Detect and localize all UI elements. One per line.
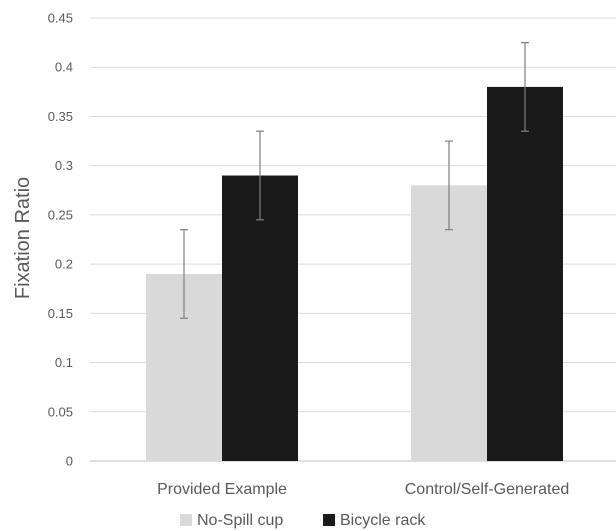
- y-tick-label: 0.25: [48, 207, 73, 222]
- y-tick-label: 0.2: [55, 257, 73, 272]
- legend-label: Bicycle rack: [340, 512, 426, 529]
- legend: No-Spill cup Bicycle rack: [180, 512, 426, 529]
- y-axis-title: Fixation Ratio: [12, 177, 34, 299]
- y-tick-label: 0.15: [48, 306, 73, 321]
- bars: [146, 86, 563, 462]
- x-category-label: Provided Example: [157, 481, 287, 498]
- x-axis-category-labels: Provided Example Control/Self-Generated: [157, 481, 569, 498]
- legend-swatch: [323, 514, 335, 526]
- legend-swatch: [180, 514, 192, 526]
- bar: [487, 86, 563, 462]
- y-axis-tick-labels: 0 0.05 0.1 0.15 0.2 0.25 0.3 0.35 0.4 0.45: [48, 11, 73, 469]
- y-tick-label: 0.1: [55, 355, 73, 370]
- bar: [411, 185, 487, 461]
- error-bars: [180, 42, 529, 319]
- y-tick-label: 0.35: [48, 109, 73, 124]
- bar: [222, 175, 298, 461]
- y-tick-label: 0.4: [55, 60, 73, 75]
- x-category-label: Control/Self-Generated: [405, 481, 570, 498]
- legend-label: No-Spill cup: [197, 512, 283, 529]
- y-tick-label: 0: [66, 454, 73, 469]
- y-tick-label: 0.3: [55, 158, 73, 173]
- y-tick-label: 0.45: [48, 11, 73, 26]
- y-tick-label: 0.05: [48, 404, 73, 419]
